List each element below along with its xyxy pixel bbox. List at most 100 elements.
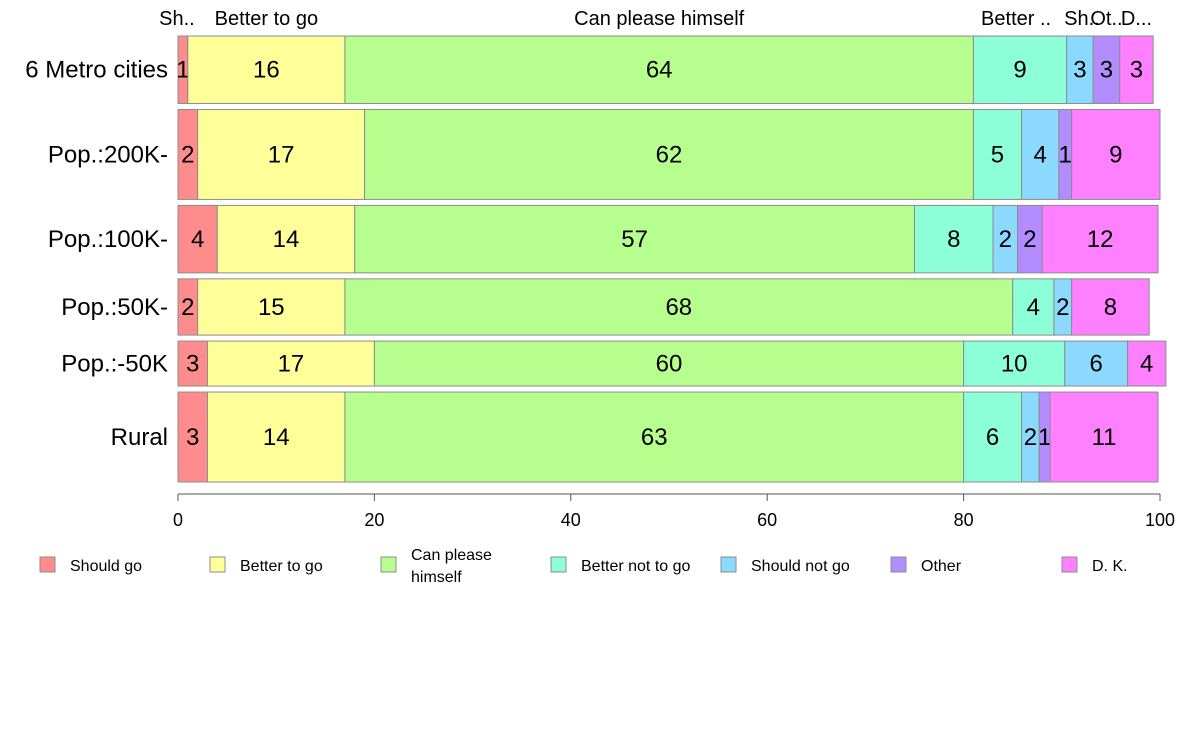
- bar-segment: [354, 204, 915, 274]
- legend-swatch: [890, 556, 907, 573]
- legend-label-line: Can please: [411, 547, 492, 564]
- legend-swatch: [380, 556, 397, 573]
- x-tick-label: 20: [364, 510, 384, 530]
- bar-row: 2 15 68 4 2 8: [177, 278, 1150, 336]
- segment-value-label: 57: [621, 226, 648, 253]
- segment-value-label: 17: [278, 351, 305, 378]
- segment-value-label: 14: [273, 226, 300, 253]
- bar-segment: [177, 391, 208, 483]
- bar-segment: [1071, 278, 1150, 336]
- legend-label-line: himself: [411, 569, 462, 586]
- legend-item: Should go: [39, 556, 142, 575]
- series-top-label: Better to go: [215, 8, 318, 30]
- legend-label: Better not to go: [581, 558, 691, 575]
- segment-value-label: 62: [656, 141, 683, 168]
- legend-item: Can please himself: [380, 547, 492, 586]
- bar-segment: [1049, 391, 1159, 483]
- segment-value-label: 2: [1024, 424, 1037, 451]
- bar-row: 3 14 63 6 2 1 11: [177, 391, 1159, 483]
- series-top-label: Sh..: [1064, 8, 1100, 30]
- legend-label: D. K.: [1092, 558, 1128, 575]
- series-top-label: Sh..: [159, 8, 195, 30]
- segment-value-label: 9: [1109, 141, 1122, 168]
- x-tick-label: 40: [561, 510, 581, 530]
- bar-row: 4 14 57 8 2 2 12: [177, 204, 1159, 274]
- segment-value-label: 6: [986, 424, 999, 451]
- bar-segment: [1041, 204, 1159, 274]
- bar-segment: [972, 108, 1023, 200]
- legend-swatch: [209, 556, 226, 573]
- bar-segment: [206, 391, 346, 483]
- legend-item: D. K.: [1061, 556, 1128, 575]
- bar-segment: [1092, 35, 1121, 104]
- bar-row: 2 17 62 5 4 1 9: [177, 108, 1161, 200]
- bar-segment: [1071, 108, 1161, 200]
- bar-segment: [177, 204, 218, 274]
- segment-value-label: 4: [1140, 351, 1153, 378]
- segment-value-label: 60: [656, 351, 683, 378]
- series-top-label: Better ..: [981, 8, 1051, 30]
- segment-value-label: 12: [1087, 226, 1114, 253]
- segment-value-label: 16: [253, 57, 280, 84]
- bar-segment: [914, 204, 994, 274]
- segment-value-label: 63: [641, 424, 668, 451]
- segment-value-label: 2: [1056, 294, 1069, 321]
- legend-item: Better to go: [209, 556, 323, 575]
- segment-value-label: 3: [186, 351, 199, 378]
- legend-item: Better not to go: [550, 556, 691, 575]
- segment-value-label: 3: [1100, 57, 1113, 84]
- legend-label: Other: [921, 558, 962, 575]
- bar-segment: [1021, 108, 1060, 200]
- bar-segment: [364, 108, 974, 200]
- segment-value-label: 1: [1059, 141, 1072, 168]
- legend-item: Should not go: [720, 556, 850, 575]
- legend-label: Can please himself: [411, 547, 492, 586]
- legend-swatch: [39, 556, 56, 573]
- legend-swatch: [1061, 556, 1078, 573]
- bar-segment: [197, 108, 366, 200]
- segment-value-label: 3: [1073, 57, 1086, 84]
- bar-segment: [1012, 278, 1055, 336]
- segment-value-label: 3: [186, 424, 199, 451]
- legend-label: Should not go: [751, 558, 850, 575]
- x-tick-label: 60: [757, 510, 777, 530]
- bar-segment: [197, 278, 346, 336]
- bar-segment: [344, 391, 965, 483]
- segment-value-label: 1: [1038, 424, 1051, 451]
- bar-segment: [216, 204, 356, 274]
- segment-value-label: 9: [1013, 57, 1026, 84]
- bar-segment: [1017, 204, 1043, 274]
- legend-swatch: [550, 556, 567, 573]
- segment-value-label: 2: [181, 141, 194, 168]
- bar-segment: [206, 340, 375, 387]
- series-top-label: Can please himself: [574, 8, 745, 30]
- segment-value-label: 17: [268, 141, 295, 168]
- legend-label: Should go: [70, 558, 142, 575]
- bar-segment: [963, 340, 1066, 387]
- segment-value-label: 8: [947, 226, 960, 253]
- legend-label: Better to go: [240, 558, 323, 575]
- segment-value-label: 11: [1092, 424, 1117, 451]
- segment-value-label: 15: [258, 294, 285, 321]
- segment-value-label: 4: [1027, 294, 1040, 321]
- segment-value-label: 10: [1001, 351, 1028, 378]
- category-label: Pop.:200K-: [48, 141, 168, 168]
- x-tick-label: 0: [173, 510, 183, 530]
- bars-group: 1 16 64 9 3 3 32 17 62 5 4 1 94 14 57 8 2 2 122 15 68 4 2 83 17 6…: [176, 35, 1167, 483]
- bar-segment: [972, 35, 1068, 104]
- bar-segment: [344, 278, 1014, 336]
- category-label: Rural: [111, 424, 168, 451]
- segment-value-label: 5: [991, 141, 1004, 168]
- segment-value-label: 2: [999, 226, 1012, 253]
- x-tick-label: 80: [954, 510, 974, 530]
- x-tick-label: 100: [1145, 510, 1175, 530]
- segment-value-label: 1: [176, 57, 189, 84]
- bar-segment: [187, 35, 346, 104]
- segment-value-label: 3: [1130, 57, 1143, 84]
- series-top-label: D...: [1121, 8, 1152, 30]
- bar-segment: [1127, 340, 1167, 387]
- category-label: Pop.:100K-: [48, 226, 168, 253]
- segment-value-label: 68: [665, 294, 692, 321]
